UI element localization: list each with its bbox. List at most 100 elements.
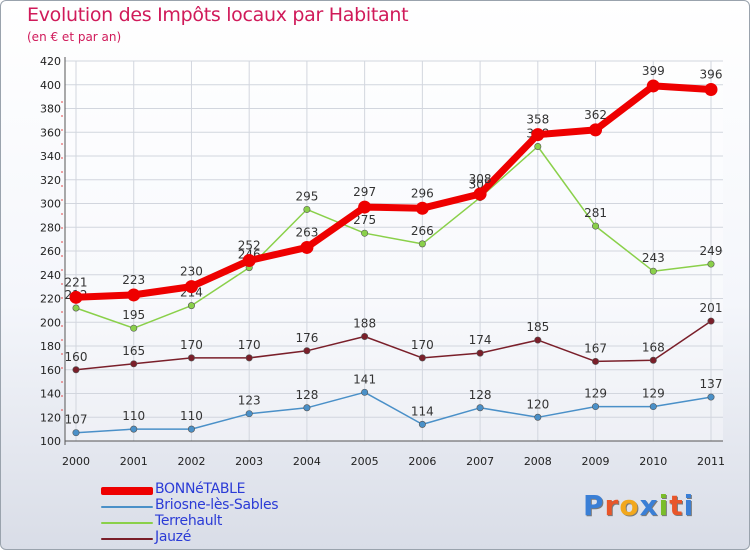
data-label: 399: [642, 64, 665, 78]
logo-letter: P: [583, 489, 605, 522]
data-label: 167: [584, 341, 607, 355]
data-point: [187, 354, 195, 362]
data-point: [130, 425, 138, 433]
y-tick-label: 280: [40, 221, 61, 234]
x-tick-label: 2009: [582, 455, 610, 468]
data-label: 123: [238, 394, 261, 408]
data-point: [589, 123, 603, 137]
data-point: [707, 317, 715, 325]
x-tick-label: 2007: [466, 455, 494, 468]
legend-swatch: [101, 487, 153, 495]
data-point: [649, 403, 657, 411]
x-tick-label: 2001: [120, 455, 148, 468]
y-tick-label: 380: [40, 103, 61, 116]
logo-letter: i: [683, 489, 695, 522]
data-label: 128: [469, 388, 492, 402]
series-line-jauz-: [75, 320, 712, 371]
x-tick-label: 2010: [639, 455, 667, 468]
legend-label: Jauzé: [155, 529, 192, 545]
data-label: 114: [411, 404, 434, 418]
data-point: [707, 393, 715, 401]
data-label: 120: [526, 397, 549, 411]
legend-swatch: [101, 538, 153, 540]
data-label: 107: [65, 413, 88, 427]
data-label: 297: [353, 185, 376, 199]
data-point: [476, 349, 484, 357]
data-label: 249: [700, 244, 723, 258]
chart-title: Evolution des Impôts locaux par Habitant: [27, 4, 409, 26]
logo-letter: x: [639, 489, 659, 522]
data-label: 160: [65, 350, 88, 364]
data-label: 170: [180, 338, 203, 352]
y-tick-label: 240: [40, 269, 61, 282]
data-label: 188: [353, 317, 376, 331]
x-tick-label: 2008: [524, 455, 552, 468]
data-point: [69, 290, 83, 304]
data-label: 110: [180, 409, 203, 423]
data-label: 137: [700, 377, 723, 391]
y-tick-label: 320: [40, 174, 61, 187]
data-point: [592, 357, 600, 365]
logo-letter: i: [658, 489, 670, 522]
y-tick-label: 200: [40, 316, 61, 329]
data-label: 176: [295, 331, 318, 345]
data-point: [704, 83, 718, 96]
data-label: 221: [65, 275, 88, 289]
data-label: 358: [526, 113, 549, 127]
y-tick-label: 420: [40, 55, 61, 68]
data-label: 170: [238, 338, 261, 352]
data-point: [187, 302, 195, 310]
y-tick-label: 300: [40, 198, 61, 211]
data-label: 129: [584, 387, 607, 401]
data-label: 275: [353, 213, 376, 227]
x-tick-label: 2006: [408, 455, 436, 468]
data-label: 174: [469, 333, 492, 347]
legend-label: BONNéTABLE: [155, 481, 246, 497]
data-label: 396: [700, 68, 723, 82]
data-label: 128: [295, 388, 318, 402]
data-point: [245, 410, 253, 418]
data-point: [707, 260, 715, 268]
data-point: [242, 254, 256, 267]
data-point: [303, 347, 311, 355]
x-tick-label: 2011: [697, 455, 725, 468]
y-tick-label: 120: [40, 411, 61, 424]
data-point: [300, 240, 314, 254]
data-label: 263: [295, 225, 318, 239]
data-point: [646, 79, 660, 93]
x-tick-label: 2002: [177, 455, 205, 468]
data-label: 296: [411, 186, 434, 200]
data-label: 243: [642, 251, 665, 265]
data-point: [130, 360, 138, 368]
y-tick-label: 360: [40, 126, 61, 139]
data-label: 185: [526, 320, 549, 334]
data-label: 165: [122, 344, 145, 358]
legend-label: Briosne-lès-Sables: [155, 497, 279, 513]
data-point: [187, 425, 195, 433]
logo-letter: t: [669, 489, 684, 522]
series-line-briosne-l-s-sables: [75, 391, 712, 434]
y-tick-label: 180: [40, 340, 61, 353]
data-point: [358, 200, 372, 214]
y-tick-label: 340: [40, 150, 61, 163]
data-label: 201: [700, 301, 723, 315]
series-line-bonn-table: [72, 82, 715, 301]
data-point: [418, 420, 426, 428]
legend-swatch: [101, 522, 153, 524]
y-tick-label: 100: [40, 435, 61, 448]
data-label: 281: [584, 206, 607, 220]
y-tick-label: 140: [40, 388, 61, 401]
y-tick-label: 400: [40, 79, 61, 92]
y-tick-label: 220: [40, 293, 61, 306]
y-tick-label: 260: [40, 245, 61, 258]
data-point: [361, 332, 369, 340]
data-point: [534, 413, 542, 421]
x-tick-label: 2000: [62, 455, 90, 468]
data-point: [303, 404, 311, 412]
data-point: [534, 143, 542, 151]
series-line-terrehault: [75, 145, 712, 329]
chart-subtitle: (en € et par an): [27, 30, 122, 44]
data-label: 362: [584, 108, 607, 122]
